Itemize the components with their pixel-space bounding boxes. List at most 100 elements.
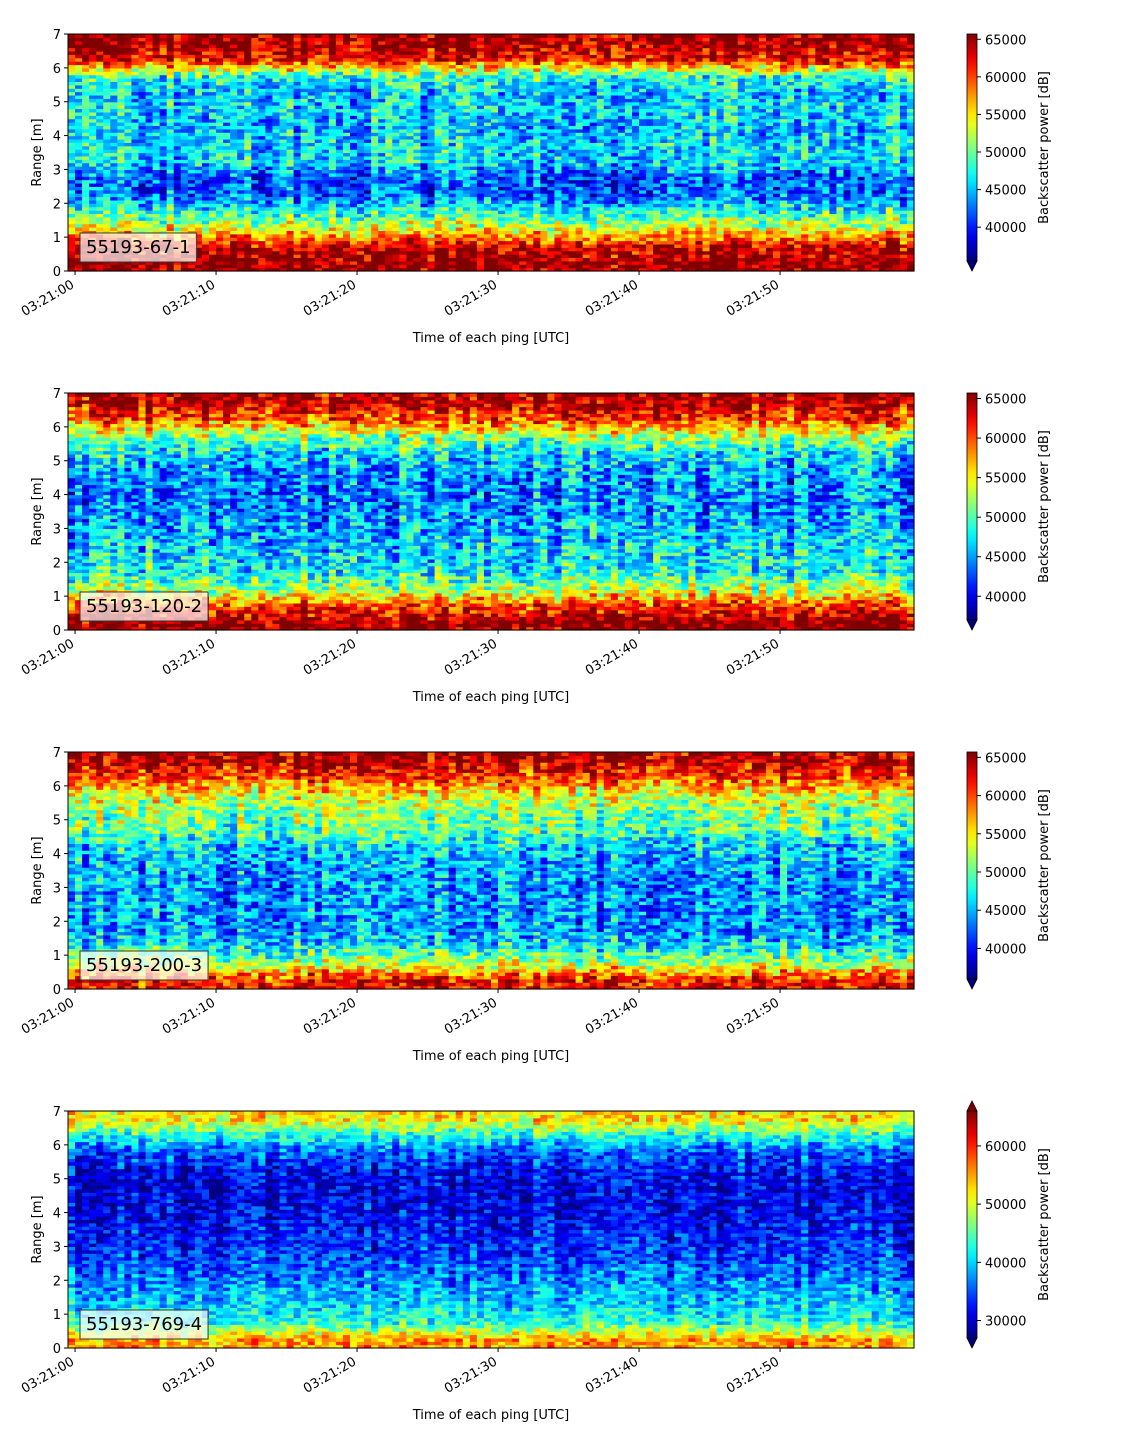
heatmap-cell: [131, 98, 140, 103]
heatmap-cell: [385, 44, 393, 49]
heatmap-cell: [110, 88, 118, 93]
heatmap-cell: [378, 203, 386, 208]
heatmap-cell: [371, 101, 379, 106]
heatmap-cell: [223, 264, 231, 269]
heatmap-cell: [300, 230, 309, 235]
heatmap-cell: [75, 189, 83, 194]
heatmap-cell: [223, 186, 231, 191]
heatmap-cell: [265, 88, 274, 93]
heatmap-cell: [519, 88, 527, 93]
heatmap-cell: [399, 155, 407, 160]
heatmap-cell: [498, 71, 506, 76]
heatmap-cell: [187, 101, 196, 106]
heatmap-cell: [89, 57, 97, 62]
heatmap-cell: [145, 230, 154, 235]
heatmap-cell: [124, 216, 133, 221]
heatmap-cell: [455, 34, 464, 38]
heatmap-cell: [378, 250, 386, 255]
heatmap-cell: [420, 243, 429, 248]
heatmap-cell: [286, 71, 295, 76]
heatmap-cell: [364, 152, 372, 157]
heatmap-cell: [293, 71, 302, 76]
heatmap-cell: [131, 118, 140, 123]
heatmap-cell: [448, 135, 457, 140]
heatmap-cell: [533, 199, 541, 204]
heatmap-cell: [462, 223, 471, 228]
heatmap-cell: [166, 189, 175, 194]
heatmap-cell: [505, 54, 513, 59]
heatmap-cell: [427, 233, 436, 238]
heatmap-cell: [117, 267, 125, 272]
heatmap-cell: [335, 179, 344, 184]
heatmap-cell: [230, 61, 238, 66]
heatmap-cell: [110, 61, 118, 66]
heatmap-cell: [561, 145, 570, 150]
heatmap-cell: [554, 155, 563, 160]
heatmap-cell: [434, 247, 443, 252]
heatmap-cell: [427, 91, 436, 96]
heatmap-cell: [441, 132, 450, 137]
heatmap-cell: [526, 233, 534, 238]
heatmap-cell: [406, 182, 415, 187]
heatmap-cell: [533, 98, 541, 103]
heatmap-cell: [413, 172, 422, 177]
heatmap-cell: [265, 105, 274, 110]
heatmap-cell: [138, 159, 147, 164]
heatmap-cell: [526, 37, 534, 42]
heatmap-cell: [561, 81, 570, 86]
heatmap-cell: [554, 213, 563, 218]
heatmap-cell: [187, 206, 196, 211]
heatmap-cell: [483, 149, 492, 154]
heatmap-cell: [399, 247, 407, 252]
heatmap-cell: [427, 37, 436, 42]
heatmap-cell: [462, 91, 471, 96]
heatmap-cell: [131, 220, 140, 225]
heatmap-cell: [251, 193, 259, 198]
heatmap-cell: [68, 264, 76, 269]
heatmap-cell: [392, 37, 400, 42]
heatmap-cell: [82, 226, 90, 231]
heatmap-cell: [547, 254, 556, 259]
heatmap-cell: [230, 216, 238, 221]
heatmap-cell: [194, 125, 203, 130]
heatmap-cell: [237, 220, 245, 225]
heatmap-cell: [371, 74, 379, 79]
heatmap-cell: [554, 40, 563, 45]
heatmap-cell: [371, 115, 379, 120]
heatmap-cell: [441, 166, 450, 171]
heatmap-cell: [413, 37, 422, 42]
heatmap-cell: [159, 98, 168, 103]
heatmap-cell: [152, 74, 161, 79]
heatmap-cell: [265, 138, 274, 143]
heatmap-cell: [131, 182, 140, 187]
heatmap-cell: [68, 108, 76, 113]
heatmap-cell: [476, 196, 485, 201]
heatmap-cell: [279, 172, 288, 177]
heatmap-cell: [223, 216, 231, 221]
heatmap-cell: [286, 223, 295, 228]
heatmap-cell: [561, 240, 570, 245]
heatmap-cell: [300, 250, 309, 255]
heatmap-cell: [519, 125, 527, 130]
heatmap-cell: [223, 176, 231, 181]
heatmap-cell: [533, 88, 541, 93]
heatmap-cell: [201, 152, 210, 157]
heatmap-cell: [300, 115, 309, 120]
heatmap-cell: [399, 111, 407, 116]
heatmap-cell: [201, 243, 210, 248]
heatmap-cell: [300, 247, 309, 252]
heatmap-cell: [328, 152, 337, 157]
heatmap-cell: [103, 264, 111, 269]
heatmap-cell: [476, 135, 485, 140]
heatmap-cell: [554, 243, 563, 248]
heatmap-cell: [216, 220, 224, 225]
heatmap-cell: [413, 254, 422, 259]
heatmap-cell: [216, 203, 224, 208]
heatmap-cell: [406, 172, 415, 177]
heatmap-cell: [364, 193, 372, 198]
heatmap-cell: [462, 182, 471, 187]
heatmap-cell: [173, 213, 182, 218]
heatmap-cell: [420, 172, 429, 177]
heatmap-cell: [124, 88, 133, 93]
heatmap-cell: [201, 199, 210, 204]
